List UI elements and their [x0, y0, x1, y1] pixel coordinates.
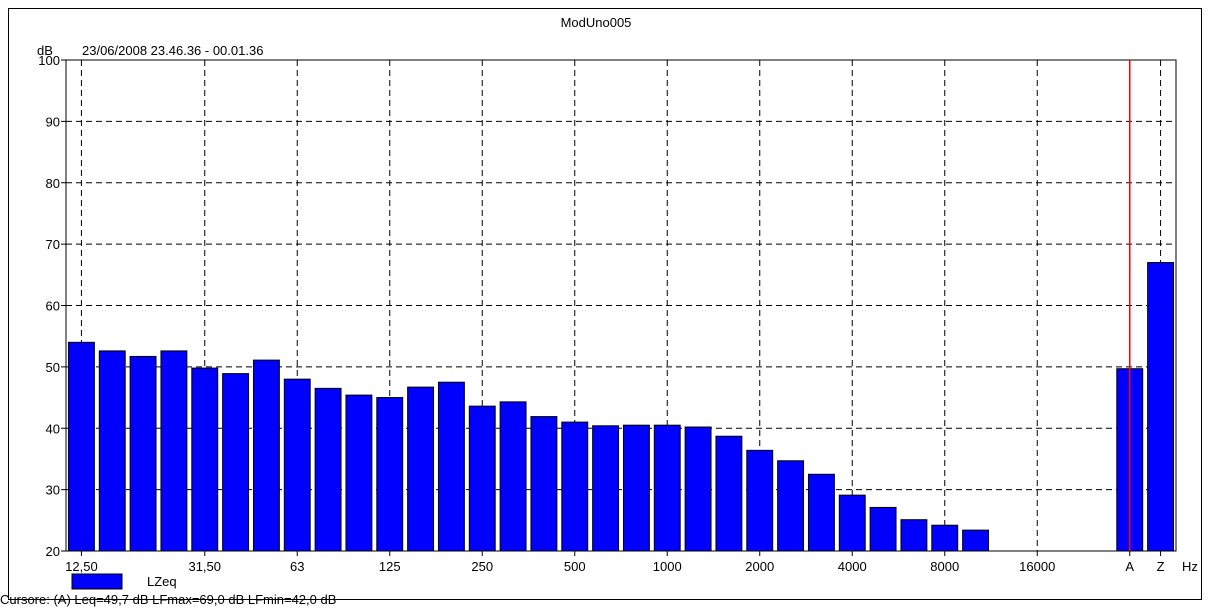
bar — [777, 460, 805, 552]
bar — [376, 397, 404, 552]
y-tick-label: 40 — [46, 421, 60, 436]
x-axis-ticks: 12,50 31,50 63 125 250 500 1000 2000 4000 8000 160… — [65, 551, 1165, 574]
x-tick-label: 125 — [379, 559, 401, 574]
y-axis-label: dB — [37, 43, 53, 58]
x-tick-label: 8000 — [930, 559, 959, 574]
grid-lines — [65, 59, 1177, 552]
y-tick-label: 30 — [46, 483, 60, 498]
bar — [499, 401, 527, 552]
y-tick-label: 50 — [46, 360, 60, 375]
bar — [283, 378, 311, 552]
x-tick-label: 1000 — [653, 559, 682, 574]
bar — [622, 424, 650, 552]
bar — [684, 426, 712, 552]
bar — [222, 373, 250, 552]
bar — [530, 416, 558, 552]
bar — [1147, 262, 1175, 552]
bar — [437, 381, 465, 552]
bar — [345, 394, 373, 552]
cursor-readout: Cursore: (A) Leq=49,7 dB LFmax=69,0 dB L… — [0, 592, 336, 607]
legend-swatch — [71, 573, 123, 590]
bar — [468, 405, 496, 552]
bar — [160, 350, 188, 552]
bar — [191, 367, 219, 552]
bar — [838, 494, 866, 552]
bar — [129, 355, 157, 552]
x-axis-label: Hz — [1182, 559, 1198, 574]
bar — [962, 529, 990, 552]
bar — [98, 350, 126, 552]
bars-group — [67, 60, 1175, 552]
x-tick-label: 4000 — [838, 559, 867, 574]
chart-title: ModUno005 — [561, 15, 632, 30]
x-tick-label: 16000 — [1019, 559, 1055, 574]
x-tick-label: 31,50 — [188, 559, 221, 574]
time-range-label: 23/06/2008 23.46.36 - 00.01.36 — [82, 43, 263, 58]
y-tick-label: 80 — [46, 176, 60, 191]
chart-frame — [8, 8, 1202, 600]
y-tick-label: 90 — [46, 114, 60, 129]
y-axis-ticks: 20 30 40 50 60 70 80 90 100 — [38, 53, 66, 559]
bar — [746, 449, 774, 552]
x-tick-label: 12,50 — [65, 559, 98, 574]
bar — [592, 425, 620, 552]
bar — [900, 519, 928, 552]
bar — [314, 387, 342, 552]
bar — [407, 386, 435, 552]
y-tick-label: 100 — [38, 53, 60, 68]
bar — [807, 473, 835, 552]
x-tick-label: 2000 — [745, 559, 774, 574]
x-tick-label: 500 — [564, 559, 586, 574]
bar — [869, 506, 897, 552]
y-tick-label: 60 — [46, 299, 60, 314]
bar — [715, 435, 743, 552]
y-tick-label: 20 — [46, 544, 60, 559]
bar — [561, 421, 589, 552]
y-tick-label: 70 — [46, 237, 60, 252]
legend-label: LZeq — [147, 574, 177, 589]
bar — [67, 341, 95, 552]
x-tick-label: A — [1125, 559, 1134, 574]
x-tick-label: 250 — [471, 559, 493, 574]
bar — [653, 424, 681, 552]
x-tick-label: Z — [1157, 559, 1165, 574]
bar — [252, 359, 280, 552]
x-tick-label: 63 — [290, 559, 304, 574]
bar — [931, 524, 959, 552]
